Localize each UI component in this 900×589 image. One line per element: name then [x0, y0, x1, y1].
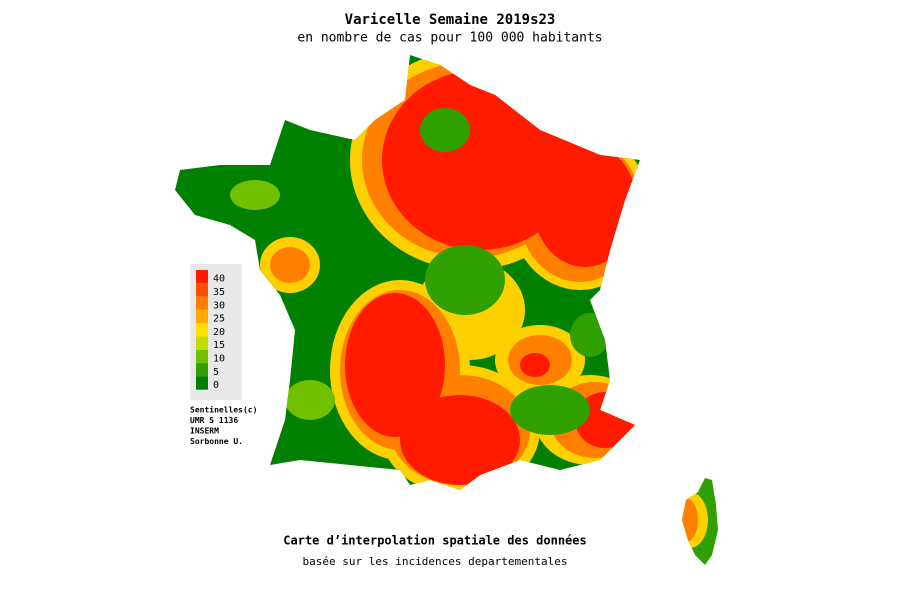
legend: 40 35 30 25 20 15 10 5 0	[196, 270, 225, 391]
legend-label: 25	[213, 314, 225, 325]
legend-label: 20	[213, 327, 225, 338]
credit-line: UMR S 1136	[190, 416, 238, 425]
legend-swatch	[196, 270, 208, 284]
map-subtitle: en nombre de cas pour 100 000 habitants	[297, 31, 602, 46]
legend-label: 40	[213, 274, 225, 285]
credit-line: Sentinelles(c)	[190, 405, 257, 415]
legend-swatch	[196, 309, 208, 324]
corsica	[682, 478, 718, 565]
footer-subtitle: basée sur les incidences departementales	[303, 555, 568, 568]
credit-line: INSERM	[190, 427, 219, 436]
footer-title: Carte d’interpolation spatiale des donné…	[283, 534, 586, 548]
legend-swatch	[196, 336, 208, 350]
legend-swatch	[196, 349, 208, 364]
legend-label: 35	[213, 287, 225, 298]
legend-label: 0	[213, 380, 219, 391]
credit-line: Sorbonne U.	[190, 437, 243, 446]
legend-swatch	[196, 363, 208, 377]
legend-label: 10	[213, 353, 225, 364]
legend-swatch	[196, 323, 208, 337]
legend-label: 5	[213, 367, 219, 378]
legend-swatch	[196, 376, 208, 390]
map-title: Varicelle Semaine 2019s23	[345, 12, 556, 28]
legend-label: 15	[213, 340, 225, 351]
legend-label: 30	[213, 300, 225, 311]
legend-swatch	[196, 296, 208, 310]
legend-swatch	[196, 283, 208, 297]
